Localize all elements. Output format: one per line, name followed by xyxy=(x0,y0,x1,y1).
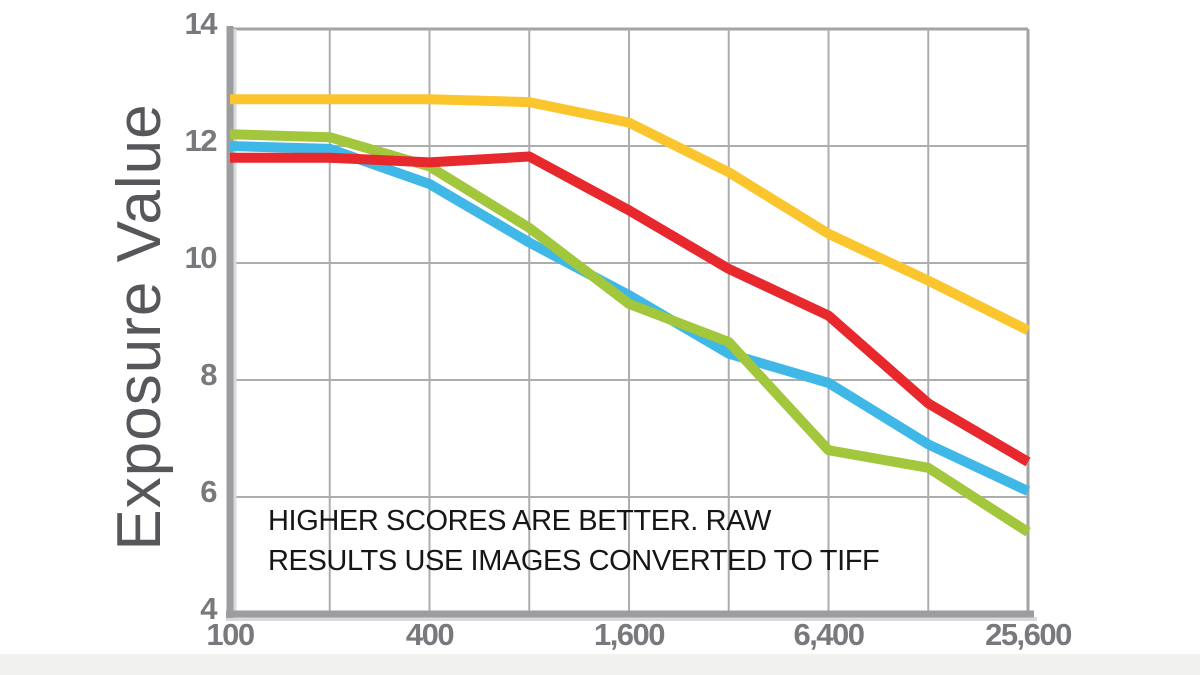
chart-annotation: HIGHER SCORES ARE BETTER. RAW RESULTS US… xyxy=(268,501,880,581)
x-tick-label: 25,600 xyxy=(985,617,1071,652)
x-tick-label: 6,400 xyxy=(793,617,863,652)
annotation-line-2: RESULTS USE IMAGES CONVERTED TO TIFF xyxy=(268,545,880,577)
y-tick-label: 12 xyxy=(185,123,217,158)
y-tick-label: 6 xyxy=(200,474,217,509)
y-tick-label: 14 xyxy=(185,6,219,41)
x-tick-label: 1,600 xyxy=(594,617,664,652)
x-tick-label: 100 xyxy=(206,617,253,652)
y-tick-label: 10 xyxy=(185,240,217,275)
x-tick-label: 400 xyxy=(406,617,453,652)
y-tick-label: 8 xyxy=(200,357,217,392)
bottom-strip xyxy=(0,654,1200,675)
y-tick-label: 4 xyxy=(200,591,218,626)
annotation-line-1: HIGHER SCORES ARE BETTER. RAW xyxy=(268,505,771,537)
y-axis-title: Exposure Value xyxy=(105,103,174,551)
yellow-line xyxy=(230,94,1031,335)
red-line xyxy=(230,151,1031,467)
green-line xyxy=(229,129,1031,537)
